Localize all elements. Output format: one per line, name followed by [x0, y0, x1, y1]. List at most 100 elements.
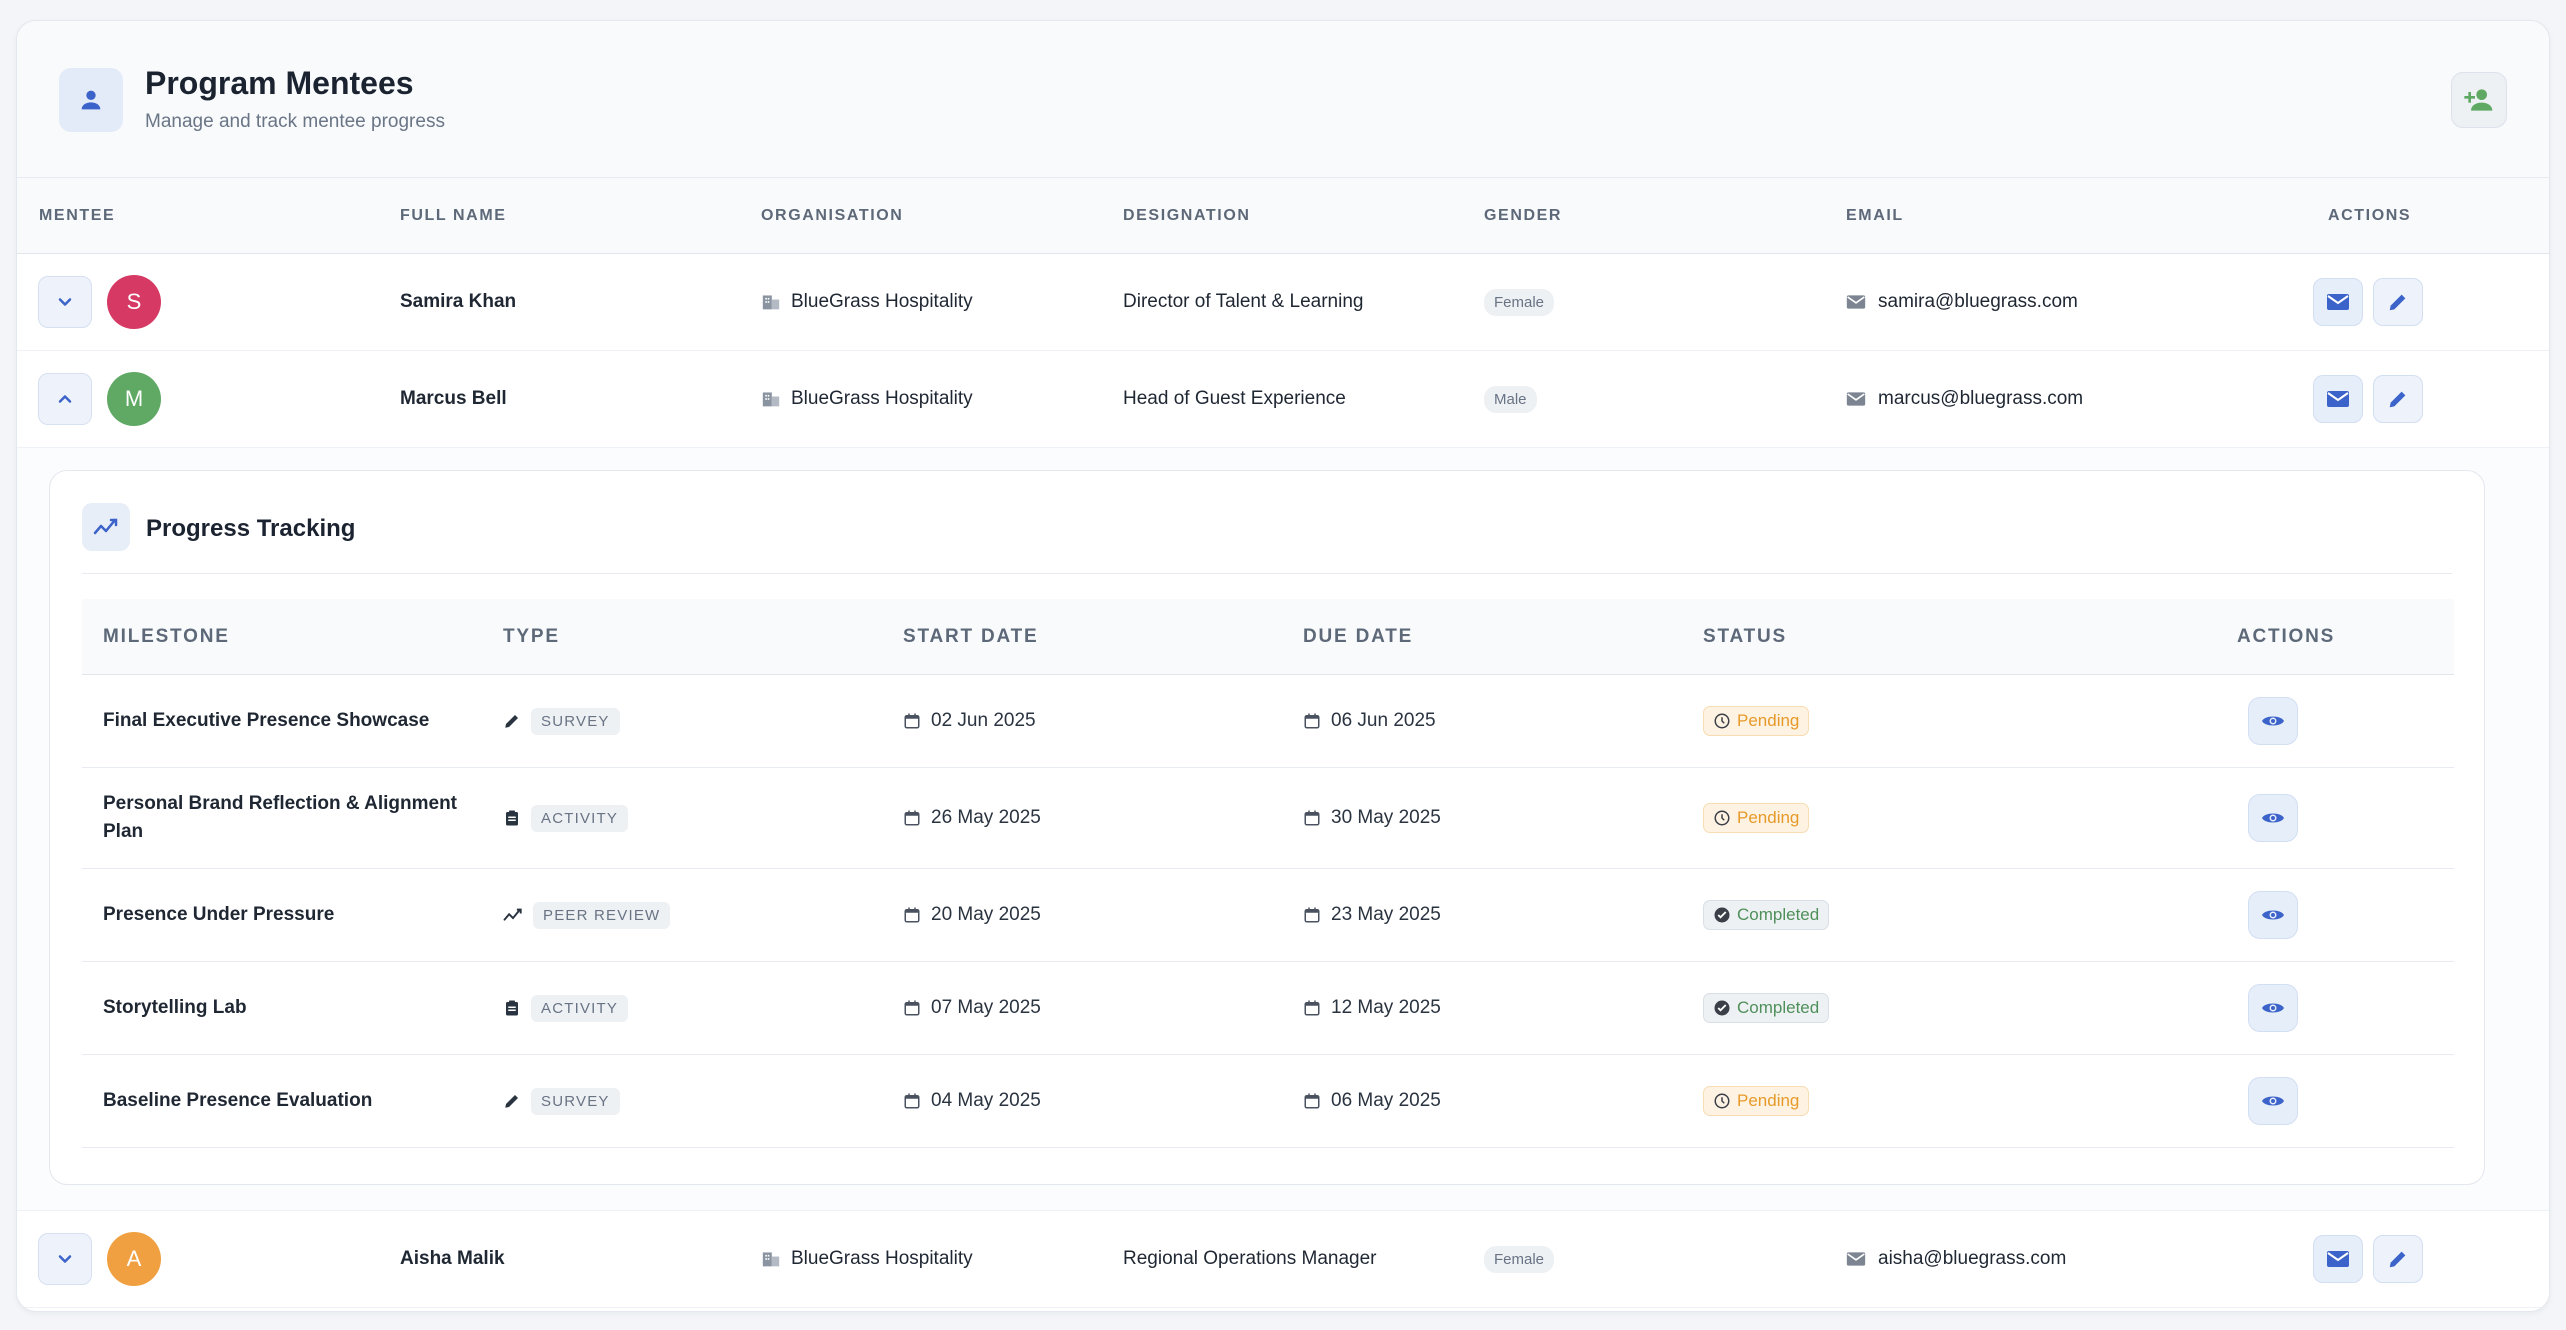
milestone-name: Storytelling Lab: [103, 997, 247, 1018]
email-text: samira@bluegrass.com: [1878, 291, 2078, 312]
organisation-cell: BlueGrass Hospitality: [761, 351, 973, 447]
email-text: aisha@bluegrass.com: [1878, 1248, 2067, 1269]
progress-panel-container: Progress Tracking MILESTONE TYPE START D…: [17, 448, 2549, 1211]
building-icon: [762, 1252, 780, 1267]
col-full-name: FULL NAME: [400, 207, 507, 224]
view-button[interactable]: [2248, 697, 2298, 745]
col-actions: ACTIONS: [2237, 626, 2336, 647]
gender-badge: Female: [1484, 1245, 1555, 1273]
add-mentee-button[interactable]: [2451, 72, 2507, 128]
milestone-name: Personal Brand Reflection & Alignment Pl…: [103, 793, 458, 842]
pencil-icon: [2389, 294, 2406, 311]
clock-icon: [1714, 810, 1730, 826]
col-gender: GENDER: [1484, 207, 1563, 224]
type-badge: SURVEY: [531, 707, 620, 735]
due-date: 06 May 2025: [1331, 1090, 1441, 1111]
col-mentee: MENTEE: [39, 207, 116, 224]
edit-button[interactable]: [2373, 375, 2423, 423]
organisation-cell: BlueGrass Hospitality: [761, 254, 973, 350]
avatar: S: [107, 275, 161, 329]
view-button[interactable]: [2248, 794, 2298, 842]
calendar-icon: [904, 713, 920, 729]
milestone-name: Final Executive Presence Showcase: [103, 710, 430, 731]
calendar-icon: [1304, 1093, 1320, 1109]
person-add-icon: [2464, 89, 2493, 111]
organisation-cell: BlueGrass Hospitality: [761, 1211, 973, 1307]
eye-icon: [2262, 813, 2284, 823]
clock-icon: [1714, 1093, 1730, 1109]
chevron-down-icon: [58, 1255, 72, 1263]
edit-button[interactable]: [2373, 1235, 2423, 1283]
mail-icon: [2327, 391, 2349, 407]
trending-icon: [82, 503, 130, 551]
pencil-icon: [505, 1095, 518, 1108]
col-milestone: MILESTONE: [103, 626, 230, 647]
email-button[interactable]: [2313, 278, 2363, 326]
clock-icon: [1714, 713, 1730, 729]
mentees-card: Program Mentees Manage and track mentee …: [16, 20, 2550, 1312]
due-date: 06 Jun 2025: [1331, 710, 1436, 731]
col-status: STATUS: [1703, 626, 1787, 647]
organisation-text: BlueGrass Hospitality: [791, 1248, 973, 1269]
type-badge: ACTIVITY: [531, 994, 629, 1022]
building-icon: [762, 295, 780, 310]
type-badge: ACTIVITY: [531, 804, 629, 832]
mentee-row: A Aisha Malik BlueGrass Hospitality Regi…: [17, 1211, 2549, 1308]
status-badge: Pending: [1703, 803, 1810, 833]
progress-title: Progress Tracking: [146, 515, 356, 542]
check-circle-icon: [1714, 907, 1730, 923]
col-organisation: ORGANISATION: [761, 207, 904, 224]
email-button[interactable]: [2313, 1235, 2363, 1283]
col-type: TYPE: [503, 626, 560, 647]
milestone-row: Baseline Presence Evaluation SURVEY 04 M…: [82, 1055, 2454, 1148]
expand-toggle-button[interactable]: [38, 276, 92, 328]
start-date: 26 May 2025: [931, 807, 1041, 828]
edit-button[interactable]: [2373, 278, 2423, 326]
designation-text: Regional Operations Manager: [1123, 1248, 1377, 1269]
status-badge: Pending: [1703, 706, 1810, 736]
clipboard-icon: [506, 1000, 518, 1016]
col-actions: ACTIONS: [2328, 207, 2412, 224]
organisation-text: BlueGrass Hospitality: [791, 388, 973, 409]
col-start-date: START DATE: [903, 626, 1039, 647]
due-date: 30 May 2025: [1331, 807, 1441, 828]
start-date: 07 May 2025: [931, 997, 1041, 1018]
mentee-row: S Samira Khan BlueGrass Hospitality Dire…: [17, 254, 2549, 351]
calendar-icon: [1304, 1000, 1320, 1016]
check-circle-icon: [1714, 1000, 1730, 1016]
chevron-up-icon: [58, 395, 72, 403]
calendar-icon: [904, 1093, 920, 1109]
email-cell: aisha@bluegrass.com: [1846, 1211, 2066, 1307]
calendar-icon: [904, 810, 920, 826]
pencil-icon: [2389, 1251, 2406, 1268]
milestone-name: Baseline Presence Evaluation: [103, 1090, 373, 1111]
milestone-table-header: MILESTONE TYPE START DATE DUE DATE STATU…: [82, 599, 2454, 675]
email-button[interactable]: [2313, 375, 2363, 423]
progress-panel: Progress Tracking MILESTONE TYPE START D…: [49, 470, 2485, 1185]
milestone-name: Presence Under Pressure: [103, 904, 335, 925]
collapse-toggle-button[interactable]: [38, 373, 92, 425]
eye-icon: [2262, 910, 2284, 920]
page-subtitle: Manage and track mentee progress: [145, 111, 445, 132]
expand-toggle-button[interactable]: [38, 1233, 92, 1285]
col-email: EMAIL: [1846, 207, 1904, 224]
email-cell: marcus@bluegrass.com: [1846, 351, 2083, 447]
view-button[interactable]: [2248, 891, 2298, 939]
email-cell: samira@bluegrass.com: [1846, 254, 2078, 350]
view-button[interactable]: [2248, 1077, 2298, 1125]
milestone-row: Personal Brand Reflection & Alignment Pl…: [82, 768, 2454, 869]
view-button[interactable]: [2248, 984, 2298, 1032]
chevron-down-icon: [58, 298, 72, 306]
start-date: 02 Jun 2025: [931, 710, 1036, 731]
type-badge: PEER REVIEW: [533, 901, 671, 929]
calendar-icon: [904, 1000, 920, 1016]
eye-icon: [2262, 716, 2284, 726]
eye-icon: [2262, 1003, 2284, 1013]
card-header: Program Mentees Manage and track mentee …: [17, 21, 2549, 178]
avatar: M: [107, 372, 161, 426]
gender-badge: Female: [1484, 288, 1555, 316]
clipboard-icon: [506, 810, 518, 826]
type-badge: SURVEY: [531, 1087, 620, 1115]
email-text: marcus@bluegrass.com: [1878, 388, 2084, 409]
eye-icon: [2262, 1096, 2284, 1106]
